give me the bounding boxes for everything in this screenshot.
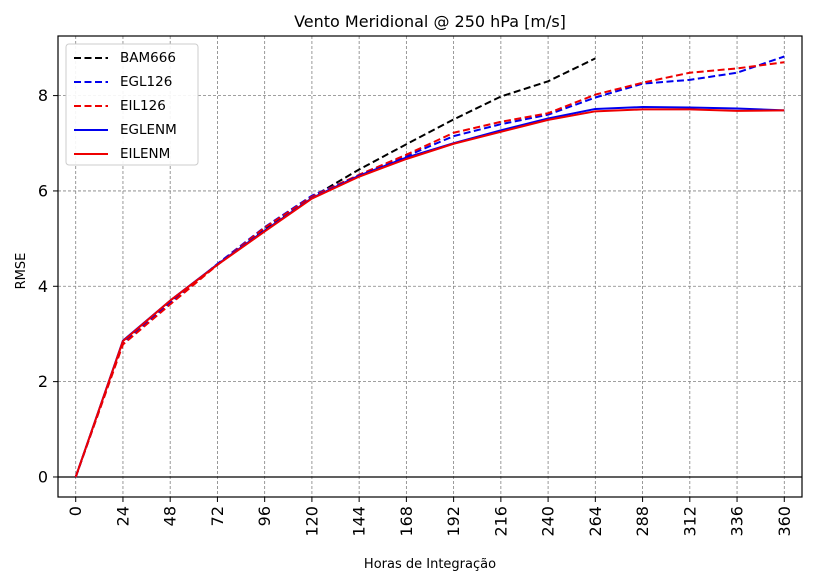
- legend-box: [65, 43, 199, 166]
- series-line-eilenm: [74, 108, 785, 478]
- x-tick-label: 264: [586, 506, 605, 537]
- x-axis-label: Horas de Integração: [364, 557, 496, 572]
- x-tick-label: 288: [633, 506, 652, 537]
- x-tick-label: 240: [539, 506, 558, 537]
- x-tick-label: 360: [775, 506, 794, 537]
- y-axis-label: RMSE: [14, 253, 29, 290]
- x-tick-label: 48: [161, 506, 180, 526]
- x-tick-label: 120: [302, 506, 321, 537]
- x-tick-label: 336: [728, 506, 747, 537]
- y-tick-label: 4: [38, 277, 48, 296]
- chart-title: Vento Meridional @ 250 hPa [m/s]: [294, 12, 566, 31]
- legend-label-eilenm: EILENM: [120, 146, 170, 162]
- y-tick-label: 8: [38, 86, 48, 105]
- y-tick-label: 6: [38, 181, 48, 200]
- x-tick-label: 24: [113, 506, 132, 526]
- legend-label-egl126: EGL126: [120, 74, 172, 90]
- legend-label-eglenm: EGLENM: [120, 122, 177, 138]
- y-tick-label: 2: [38, 372, 48, 391]
- legend-label-eil126: EIL126: [120, 98, 166, 114]
- legend: BAM666 EGL126 EIL126 EGLENM EILENM: [65, 43, 199, 166]
- x-tick-label: 168: [397, 506, 416, 537]
- legend-label-bam666: BAM666: [120, 50, 176, 66]
- x-tick-label: 0: [66, 506, 85, 516]
- x-tick-label: 144: [350, 506, 369, 537]
- x-tick-label: 96: [255, 506, 274, 526]
- x-tick-label: 192: [444, 506, 463, 537]
- series-line-eil126: [74, 61, 785, 478]
- x-tick-label: 216: [491, 506, 510, 537]
- y-tick-label: 0: [38, 467, 48, 486]
- plot-frame: [57, 35, 803, 498]
- x-tick-label: 312: [680, 506, 699, 537]
- x-tick-label: 72: [208, 506, 227, 526]
